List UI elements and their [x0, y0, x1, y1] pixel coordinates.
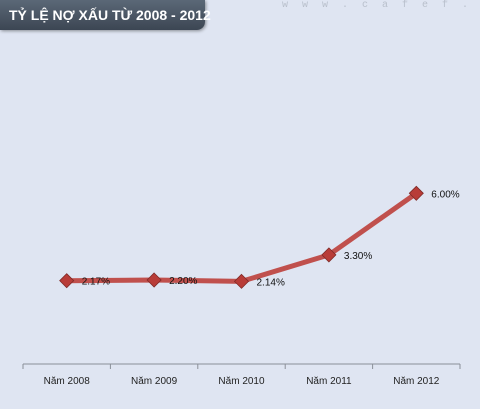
x-tick-label: Năm 2009	[131, 376, 178, 387]
series-line	[64, 190, 419, 284]
data-label: 2.20%	[169, 276, 197, 287]
data-label: 3.30%	[344, 251, 372, 262]
data-point-marker	[321, 247, 337, 263]
data-point-marker	[233, 273, 250, 289]
x-tick-label: Năm 2011	[306, 376, 352, 387]
data-point-marker	[146, 272, 162, 288]
data-label: 2.17%	[82, 277, 110, 288]
x-tick-label: Năm 2010	[218, 376, 265, 387]
data-label: 2.14%	[257, 277, 285, 288]
chart-title: TỶ LỆ NỢ XẤU TỪ 2008 - 2012	[0, 0, 211, 30]
x-tick-label: Năm 2008	[44, 376, 91, 387]
watermark: w w w . c a f e f . v	[282, 0, 480, 11]
x-tick-label: Năm 2012	[393, 376, 440, 387]
data-label: 6.00%	[431, 189, 459, 200]
data-point-marker	[408, 185, 424, 201]
data-point-marker	[59, 273, 75, 289]
